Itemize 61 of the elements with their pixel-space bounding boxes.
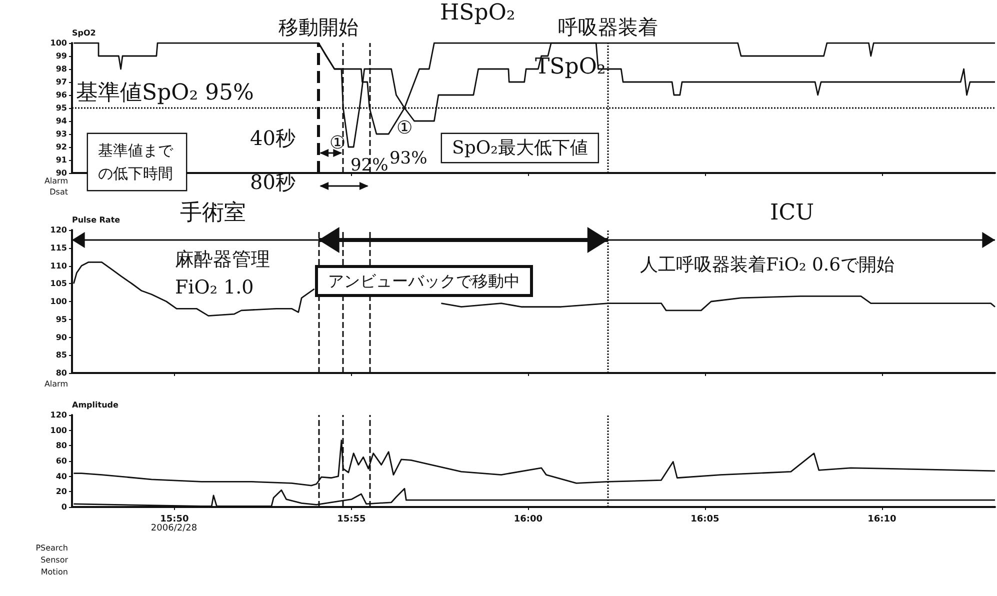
y-tick-label: 115	[50, 243, 68, 252]
text: 手術室	[180, 200, 246, 226]
y-axis-title: SpO2	[72, 28, 96, 38]
ref-line-label: 基準値SpO₂ 95%	[76, 80, 254, 106]
annotation: SpO₂最大低下値	[452, 138, 588, 158]
annotation: 92%	[350, 156, 388, 176]
annotation: FiO₂ 1.0	[175, 276, 254, 298]
y-tick-label: 20	[56, 487, 68, 496]
y-tick-label: 100	[50, 297, 68, 306]
y-tick-label: 80	[56, 441, 68, 450]
y-tick-label: 120	[50, 226, 68, 234]
y-tick-label: 95	[56, 314, 68, 324]
y-tick-label: 94	[56, 116, 68, 126]
y-tick-label: 120	[50, 410, 68, 420]
y-tick-label: 91	[56, 156, 68, 164]
annotation: ①	[329, 132, 346, 154]
y-tick-label: 85	[56, 350, 68, 360]
x-tick-label: 15:55	[337, 514, 366, 524]
y-tick-label: 100	[50, 426, 68, 435]
text: Sensor	[40, 556, 69, 564]
text: ICU	[770, 200, 814, 226]
annotation: ①	[396, 118, 413, 138]
annotation: アンビューバックで移動中	[328, 272, 520, 290]
y-tick-label: 110	[50, 261, 68, 270]
text: PSearch	[36, 544, 68, 552]
text: Motion	[40, 568, 68, 576]
y-tick-label: 90	[56, 332, 68, 342]
ref-line-label: 呼吸器装着	[558, 15, 658, 39]
y-tick-label: 40	[56, 472, 68, 481]
series-label: TSpO₂	[535, 54, 606, 80]
x-tick-label: 15:50	[160, 514, 189, 524]
annotation: 80秒	[250, 170, 296, 194]
y-tick-label: 93	[56, 130, 67, 138]
y-tick-label: 99	[56, 52, 68, 60]
y-tick-label: 100	[50, 38, 68, 48]
x-tick-label: 16:00	[514, 514, 543, 524]
y-tick-label: 95	[56, 104, 68, 112]
annotation: 基準値までの低下時間	[98, 142, 174, 182]
y-tick-label: 0	[61, 502, 68, 512]
y-tick-label: 96	[56, 90, 68, 100]
y-tick-label: 80	[56, 368, 68, 378]
y-axis-title: Amplitude	[72, 400, 119, 410]
text: 2006/2/28	[150, 524, 198, 534]
y-tick-label: 92	[56, 142, 67, 152]
annotation: 93%	[389, 148, 428, 168]
x-tick-label: 16:10	[868, 514, 896, 524]
y-tick-label: 98	[56, 64, 68, 74]
annotation: 40秒	[250, 126, 296, 150]
annotation: 麻酔器管理	[175, 248, 270, 270]
x-tick-label: 16:05	[690, 514, 720, 524]
text: Dsat	[50, 188, 68, 196]
y-tick-label: 105	[50, 279, 68, 288]
y-tick-label: 60	[56, 456, 68, 466]
ref-line-label: 移動開始	[278, 15, 359, 39]
series-label: HSpO₂	[440, 0, 516, 26]
y-tick-label: 97	[56, 78, 67, 86]
y-tick-label: 90	[56, 168, 68, 178]
y-axis-title: Pulse Rate	[72, 216, 121, 224]
text: Alarm	[44, 380, 68, 388]
text: Alarm	[44, 176, 68, 186]
annotation: 人工呼吸器装着FiO₂ 0.6で開始	[640, 254, 895, 276]
